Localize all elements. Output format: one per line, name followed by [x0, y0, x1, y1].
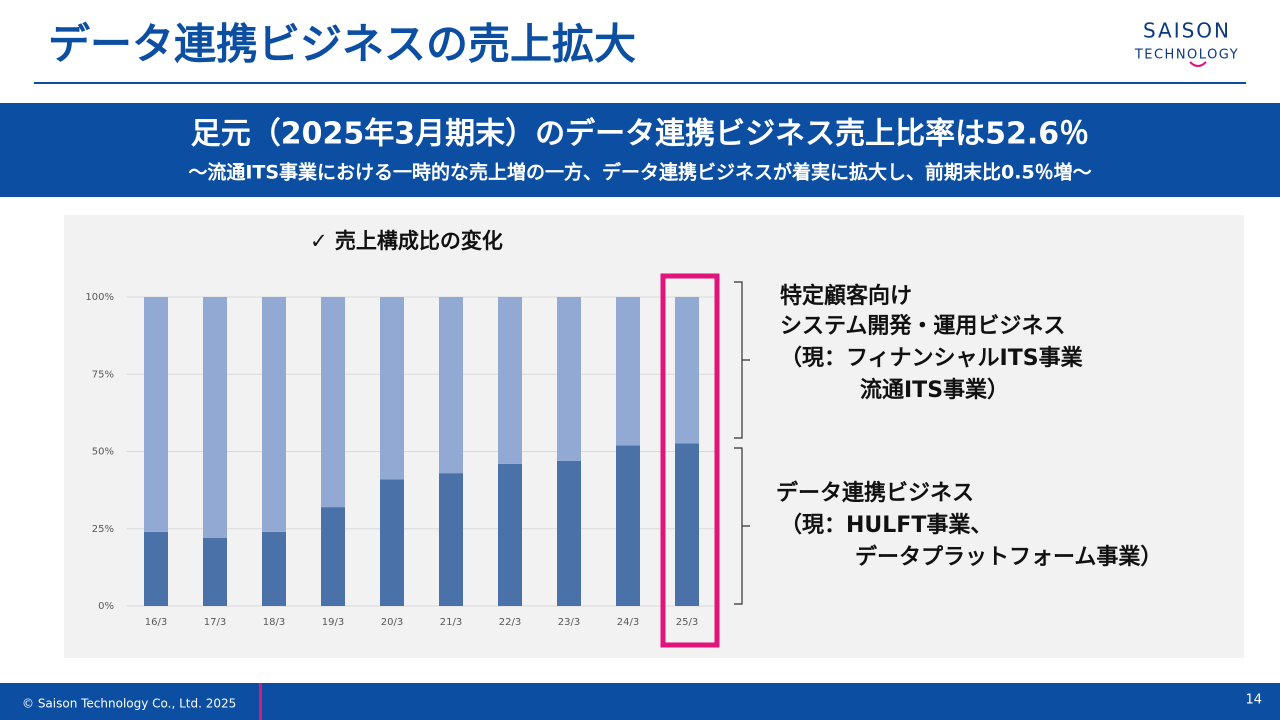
footer: [0, 683, 1280, 720]
bar-segment: [616, 445, 640, 606]
y-tick-label: 75%: [92, 369, 114, 380]
bar-segment: [321, 297, 345, 508]
bar-segment: [675, 297, 699, 444]
x-tick-label: 18/3: [263, 617, 285, 628]
page-number: 14: [1245, 693, 1262, 708]
copyright: © Saison Technology Co., Ltd. 2025: [22, 697, 236, 711]
bar-segment: [203, 538, 227, 606]
bar-segment: [380, 479, 404, 606]
bar-segment: [321, 507, 345, 606]
bar-segment: [616, 297, 640, 446]
annotation-line: データプラットフォーム事業）: [855, 544, 1162, 570]
x-tick-label: 23/3: [558, 617, 580, 628]
chart-title: ✓ 売上構成比の変化: [310, 229, 503, 253]
x-tick-label: 19/3: [322, 617, 344, 628]
highlight-box: [660, 273, 720, 648]
footer-accent: [259, 683, 262, 720]
slide-title: データ連携ビジネスの売上拡大: [48, 20, 636, 69]
plot: 0% 25% 50% 75% 100% 16/3 17/3 18/3 19/3 20/3 21/3 2…: [85, 292, 717, 628]
banner-headline: 足元（2025年3月期末）のデータ連携ビジネス売上比率は52.6％: [191, 117, 1089, 152]
x-tick-label: 21/3: [440, 617, 462, 628]
annotation-line: 流通ITS事業）: [860, 377, 1009, 403]
x-tick-label: 22/3: [499, 617, 521, 628]
banner: [0, 103, 1280, 197]
bracket: [734, 281, 750, 439]
y-tick-label: 25%: [92, 524, 114, 535]
annotation-line: 特定顧客向け: [780, 283, 912, 309]
logo-bottom: TECHNOLOGY: [1134, 48, 1239, 63]
bar-segment: [262, 297, 286, 532]
x-tick-label: 20/3: [381, 617, 403, 628]
bar-segment: [557, 460, 581, 606]
x-tick-label: 25/3: [676, 617, 698, 628]
bar-segment: [144, 531, 168, 606]
annotation-line: データ連携ビジネス: [776, 480, 974, 506]
banner-subline: ～流通ITS事業における一時的な売上増の一方、データ連携ビジネスが着実に拡大し、…: [188, 161, 1091, 184]
logo-smile: [1189, 61, 1207, 67]
bar-segment: [380, 297, 404, 480]
bar-segment: [203, 297, 227, 539]
bar-segment: [557, 297, 581, 461]
bar-segment: [675, 443, 699, 606]
bar-segment: [439, 297, 463, 474]
annotation-line: （現：HULFT事業、: [780, 512, 992, 538]
bar-segment: [439, 473, 463, 606]
bar-segment: [262, 531, 286, 606]
y-tick-label: 0%: [98, 601, 114, 612]
annotation-line: （現：フィナンシャルITS事業: [780, 345, 1084, 371]
bar-segment: [498, 463, 522, 606]
chart-panel: [64, 215, 1244, 658]
x-tick-label: 24/3: [617, 617, 639, 628]
bar-segment: [498, 297, 522, 464]
bracket: [734, 447, 750, 605]
x-tick-label: 16/3: [145, 617, 167, 628]
annotation-line: システム開発・運用ビジネス: [780, 314, 1065, 339]
x-tick-label: 17/3: [204, 617, 226, 628]
y-tick-label: 50%: [92, 447, 114, 458]
logo-top: SAISON: [1143, 19, 1231, 43]
y-tick-label: 100%: [85, 292, 114, 303]
title-rule: [34, 82, 1246, 84]
bar-segment: [144, 297, 168, 532]
